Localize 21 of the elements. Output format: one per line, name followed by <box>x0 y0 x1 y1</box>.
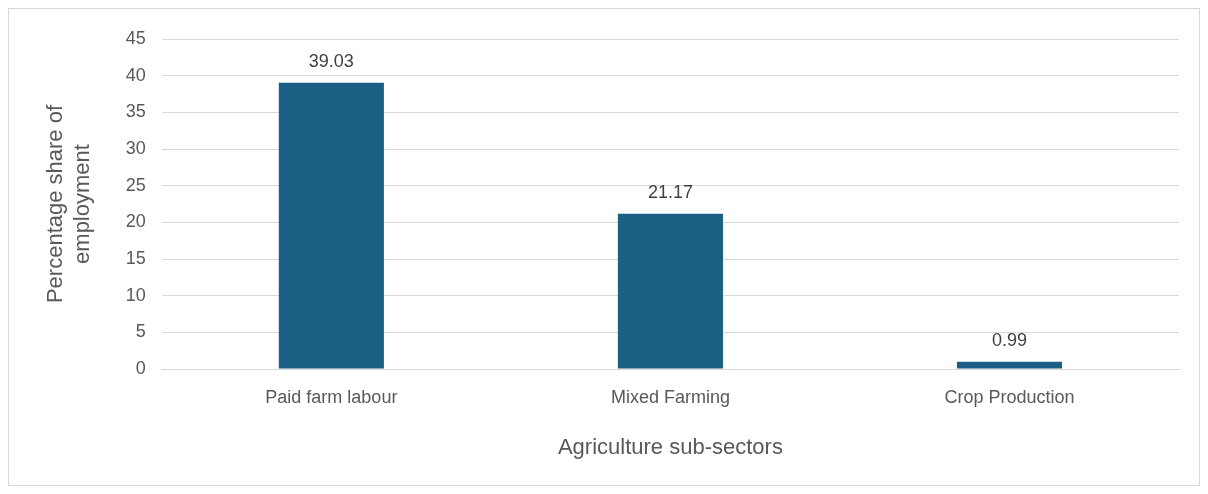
y-tick-label: 10 <box>125 284 146 305</box>
data-label: 0.99 <box>991 329 1027 350</box>
x-axis-title: Agriculture sub-sectors <box>557 433 783 459</box>
bar <box>956 361 1063 369</box>
y-tick-label: 25 <box>125 174 146 195</box>
data-label: 21.17 <box>647 181 693 202</box>
y-tick-label: 0 <box>135 357 146 378</box>
data-label: 39.03 <box>308 50 354 71</box>
x-tick-label: Paid farm labour <box>265 386 398 407</box>
y-tick-label: 30 <box>125 137 146 158</box>
y-tick-label: 15 <box>125 247 146 268</box>
x-tick-label: Mixed Farming <box>610 386 730 407</box>
y-tick-label: 40 <box>125 64 146 85</box>
bar <box>617 213 723 369</box>
y-tick-label: 20 <box>125 211 146 232</box>
x-tick-label: Crop Production <box>944 386 1075 407</box>
bar <box>278 82 384 369</box>
y-tick-label: 5 <box>135 321 146 342</box>
y-tick-label: 35 <box>125 101 146 122</box>
y-axis-title: Percentage share of employment <box>42 104 94 304</box>
y-tick-label: 45 <box>125 27 146 48</box>
